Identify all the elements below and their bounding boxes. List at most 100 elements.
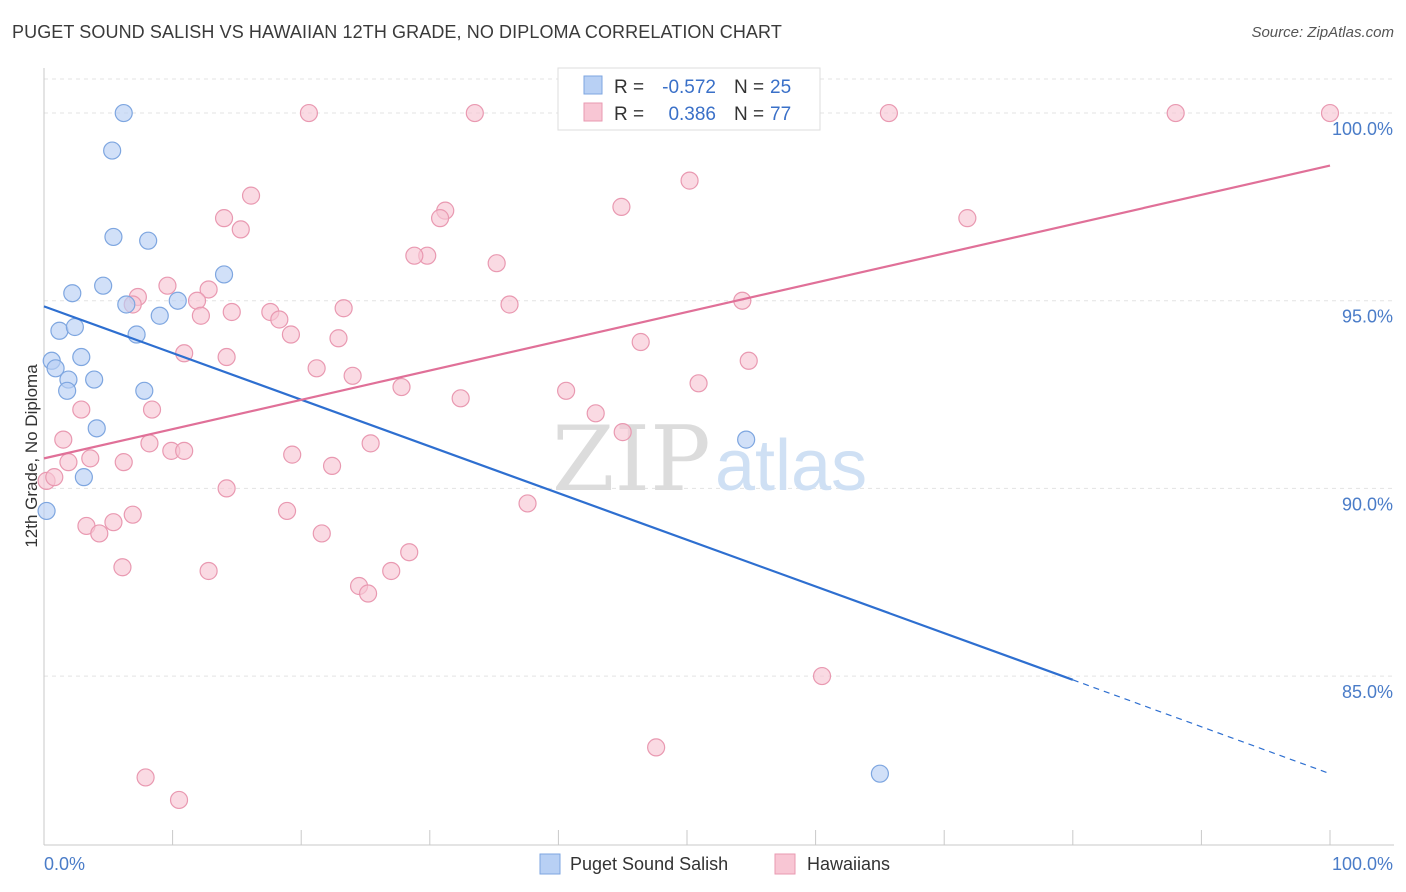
point-hawaiians xyxy=(465,103,484,123)
point-puget-sound-salish xyxy=(168,291,187,310)
point-hawaiians xyxy=(72,400,91,419)
watermark-zip: ZIP xyxy=(552,407,711,512)
point-hawaiians xyxy=(158,276,177,295)
stats-r-value-blue: -0.572 xyxy=(662,77,716,98)
y-tick-label: 95.0% xyxy=(1342,307,1393,327)
point-hawaiians xyxy=(613,423,632,442)
point-hawaiians xyxy=(281,325,301,344)
point-hawaiians xyxy=(500,295,519,314)
point-hawaiians xyxy=(329,329,348,348)
stats-r-value-pink: 0.386 xyxy=(668,104,716,125)
y-tick-labels: 85.0% 90.0% 95.0% 100.0% xyxy=(1332,119,1393,702)
trend-line-puget-sound-salish xyxy=(43,305,1074,681)
point-hawaiians xyxy=(283,445,302,464)
point-hawaiians xyxy=(241,186,261,205)
stats-n-value-pink: 77 xyxy=(770,104,791,125)
y-tick-label: 100.0% xyxy=(1332,119,1393,139)
legend-swatch-puget-sound-salish xyxy=(539,853,561,875)
point-hawaiians xyxy=(45,468,64,487)
point-puget-sound-salish xyxy=(94,276,113,295)
point-hawaiians xyxy=(59,453,78,472)
point-hawaiians xyxy=(199,280,218,299)
point-hawaiians xyxy=(277,501,297,521)
point-puget-sound-salish xyxy=(87,419,106,438)
point-hawaiians xyxy=(557,381,576,400)
legend-label-puget-sound-salish: Puget Sound Salish xyxy=(570,854,728,874)
point-hawaiians xyxy=(191,306,210,325)
point-hawaiians xyxy=(217,347,236,367)
legend-swatch-hawaiians xyxy=(774,853,796,875)
point-hawaiians xyxy=(361,434,380,453)
point-hawaiians xyxy=(175,441,194,460)
stats-n-label-blue: N = xyxy=(734,77,764,98)
point-puget-sound-salish xyxy=(50,321,69,340)
watermark: ZIP atlas xyxy=(552,407,867,512)
point-hawaiians xyxy=(586,404,605,423)
point-hawaiians xyxy=(222,302,241,322)
point-puget-sound-salish xyxy=(114,103,133,123)
point-hawaiians xyxy=(81,449,100,468)
point-puget-sound-salish xyxy=(58,381,77,400)
point-hawaiians xyxy=(142,400,162,419)
trend-line-extension-puget-sound-salish xyxy=(1072,679,1331,775)
stats-r-label-pink: R = xyxy=(614,104,644,125)
point-hawaiians xyxy=(430,209,450,228)
point-puget-sound-salish xyxy=(72,347,91,367)
point-puget-sound-salish xyxy=(117,295,136,314)
point-puget-sound-salish xyxy=(135,381,154,400)
point-hawaiians xyxy=(322,456,342,475)
point-puget-sound-salish xyxy=(46,359,65,378)
point-hawaiians xyxy=(140,434,159,453)
point-hawaiians xyxy=(518,494,537,513)
point-puget-sound-salish xyxy=(150,306,169,325)
stats-legend: R = -0.572 N = 25 R = 0.386 N = 77 xyxy=(557,67,821,131)
point-hawaiians xyxy=(400,543,419,562)
trend-lines xyxy=(43,164,1331,775)
point-hawaiians xyxy=(812,666,832,686)
point-hawaiians xyxy=(343,366,362,385)
point-puget-sound-salish xyxy=(870,764,890,783)
stats-swatch-blue xyxy=(583,75,603,95)
stats-n-value-blue: 25 xyxy=(770,77,791,98)
point-puget-sound-salish xyxy=(37,501,56,521)
point-hawaiians xyxy=(312,524,331,543)
point-puget-sound-salish xyxy=(85,370,104,389)
point-hawaiians xyxy=(113,558,132,577)
y-axis-label: 12th Grade, No Diploma xyxy=(22,364,41,548)
point-hawaiians xyxy=(307,359,326,378)
point-hawaiians xyxy=(689,374,708,393)
point-hawaiians xyxy=(612,197,631,216)
point-puget-sound-salish xyxy=(103,141,122,160)
point-hawaiians xyxy=(334,299,353,318)
point-hawaiians xyxy=(879,103,899,123)
point-hawaiians xyxy=(680,171,699,190)
point-hawaiians xyxy=(739,351,758,370)
point-hawaiians xyxy=(114,453,133,472)
point-puget-sound-salish xyxy=(65,317,84,337)
point-hawaiians xyxy=(136,768,155,787)
point-hawaiians xyxy=(299,103,319,123)
points-puget-sound-salish xyxy=(37,103,890,783)
points-hawaiians xyxy=(37,103,1340,810)
point-hawaiians xyxy=(104,513,123,532)
point-hawaiians xyxy=(199,561,218,581)
point-hawaiians xyxy=(358,584,378,603)
point-hawaiians xyxy=(958,209,977,228)
point-hawaiians xyxy=(405,246,424,265)
point-puget-sound-salish xyxy=(139,231,158,250)
x-tick-label-min: 0.0% xyxy=(44,854,85,874)
point-hawaiians xyxy=(231,220,250,239)
x-tick-label-max: 100.0% xyxy=(1332,854,1393,874)
point-hawaiians xyxy=(217,479,236,498)
point-hawaiians xyxy=(392,377,411,397)
point-hawaiians xyxy=(487,254,506,273)
point-hawaiians xyxy=(270,310,289,329)
point-hawaiians xyxy=(631,332,650,352)
grid-layer xyxy=(44,78,1394,677)
stats-n-label-pink: N = xyxy=(734,104,764,125)
point-puget-sound-salish xyxy=(74,468,93,487)
y-tick-label: 85.0% xyxy=(1342,682,1393,702)
point-hawaiians xyxy=(382,561,401,581)
stats-r-label-blue: R = xyxy=(614,77,644,98)
point-hawaiians xyxy=(647,738,666,757)
